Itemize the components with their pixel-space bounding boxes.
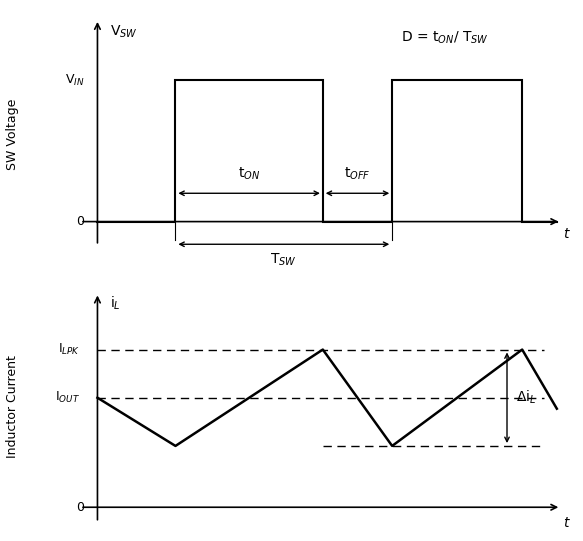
Text: 0: 0 — [76, 501, 85, 514]
Text: D = t$_{ON}$/ T$_{SW}$: D = t$_{ON}$/ T$_{SW}$ — [401, 29, 489, 45]
Text: t$_{OFF}$: t$_{OFF}$ — [344, 166, 371, 182]
Text: I$_{LPK}$: I$_{LPK}$ — [58, 342, 80, 357]
Text: I$_{OUT}$: I$_{OUT}$ — [55, 390, 80, 405]
Text: V$_{IN}$: V$_{IN}$ — [65, 72, 85, 88]
Text: Δi$_L$: Δi$_L$ — [516, 389, 536, 406]
Text: i$_L$: i$_L$ — [110, 295, 121, 312]
Text: SW Voltage: SW Voltage — [6, 99, 19, 170]
Text: T$_{SW}$: T$_{SW}$ — [271, 252, 297, 268]
Text: t: t — [563, 227, 568, 241]
Text: V$_{SW}$: V$_{SW}$ — [110, 23, 138, 39]
Text: t$_{ON}$: t$_{ON}$ — [238, 166, 260, 182]
Text: Inductor Current: Inductor Current — [6, 355, 19, 458]
Text: t: t — [563, 516, 568, 530]
Text: 0: 0 — [76, 215, 85, 228]
